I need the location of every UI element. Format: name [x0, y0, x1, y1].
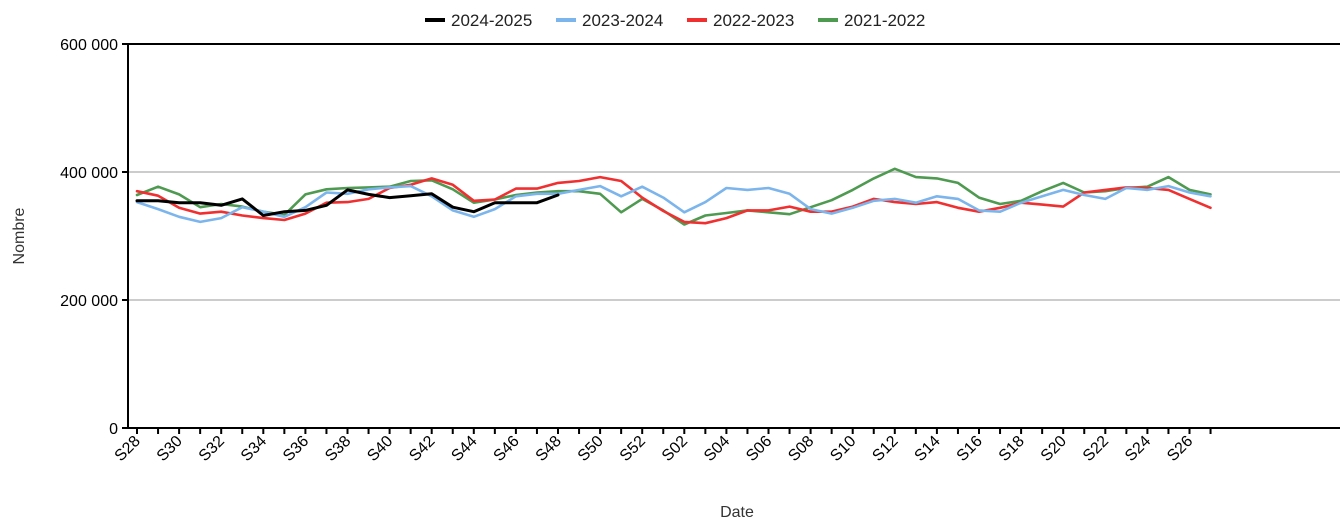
x-tick-label: S12	[869, 433, 901, 465]
legend: 2024-2025 2023-2024 2022-2023 2021-2022	[425, 11, 925, 30]
y-tick-label: 400 000	[60, 165, 118, 182]
x-tick-label: S02	[659, 433, 691, 465]
x-tick-label: S08	[785, 433, 817, 465]
x-tick-label: S46	[491, 433, 523, 465]
x-tick-label: S38	[322, 433, 354, 465]
axes	[122, 43, 1340, 434]
x-tick-label: S04	[701, 433, 733, 465]
x-tick-label: S44	[448, 433, 480, 465]
grid-lines	[128, 171, 1340, 301]
y-axis-title: Nombre	[11, 207, 28, 264]
y-tick-labels: 0 200 000 400 000 600 000	[60, 37, 118, 438]
x-tick-label: S20	[1038, 433, 1070, 465]
legend-label: 2023-2024	[582, 11, 663, 30]
x-tick-label: S50	[575, 433, 607, 465]
x-tick-label: S40	[364, 433, 396, 465]
x-tick-label: S52	[617, 433, 649, 465]
x-tick-label: S18	[996, 433, 1028, 465]
x-tick-label: S34	[238, 433, 270, 465]
series-lines	[135, 167, 1212, 226]
series-line	[135, 188, 560, 217]
x-tick-label: S16	[954, 433, 986, 465]
legend-item[interactable]: 2023-2024	[556, 11, 663, 30]
x-tick-label: S14	[912, 433, 944, 465]
x-tick-label: S42	[406, 433, 438, 465]
x-tick-label: S22	[1080, 433, 1112, 465]
legend-item[interactable]: 2021-2022	[818, 11, 925, 30]
x-tick-label: S32	[196, 433, 228, 465]
legend-item[interactable]: 2024-2025	[425, 11, 532, 30]
y-tick-label: 600 000	[60, 37, 118, 54]
y-tick-label: 0	[109, 421, 118, 438]
x-tick-label: S06	[743, 433, 775, 465]
x-tick-label: S10	[827, 433, 859, 465]
legend-item[interactable]: 2022-2023	[687, 11, 794, 30]
y-tick-label: 200 000	[60, 293, 118, 310]
x-tick-label: S30	[154, 433, 186, 465]
x-axis-title: Date	[720, 504, 754, 521]
x-tick-labels: S28 S30 S32 S34 S36 S38 S40 S42 S44 S46 S48 S50 S52 S…	[112, 433, 1197, 465]
series-line	[135, 184, 1212, 224]
legend-label: 2022-2023	[713, 11, 794, 30]
x-tick-label: S48	[533, 433, 565, 465]
x-tick-label: S36	[280, 433, 312, 465]
legend-label: 2021-2022	[844, 11, 925, 30]
x-tick-label: S26	[1164, 433, 1196, 465]
legend-label: 2024-2025	[451, 11, 532, 30]
x-tick-label: S24	[1122, 433, 1154, 465]
